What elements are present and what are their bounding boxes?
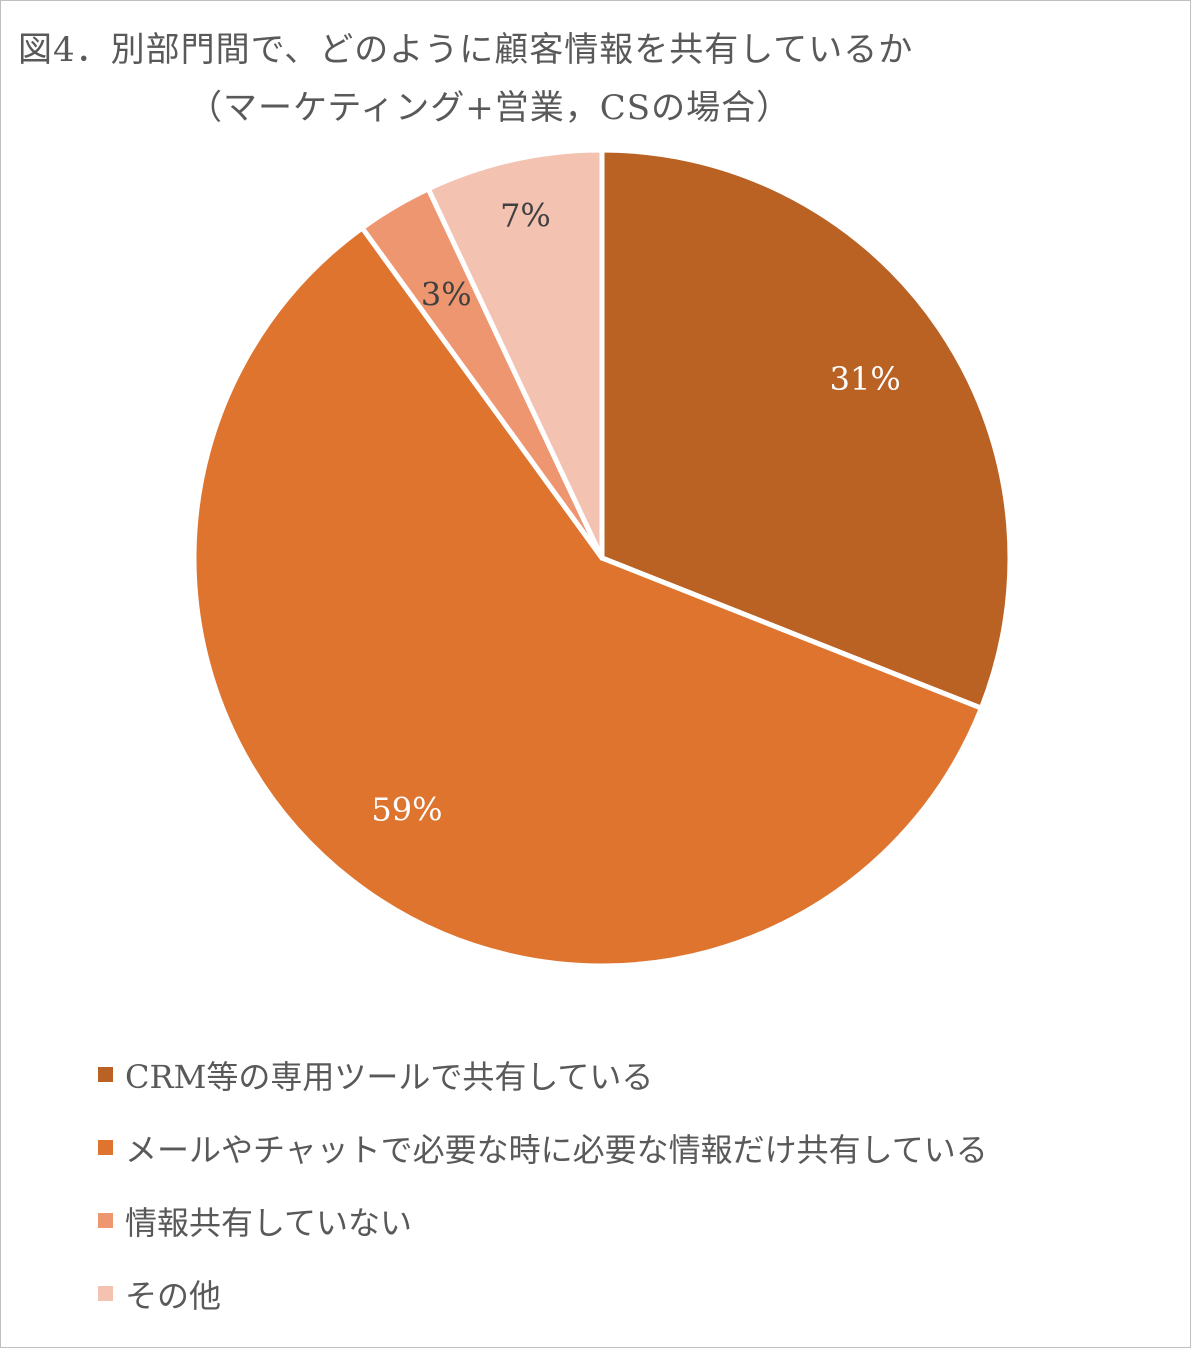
chart-subtitle: （マーケティング+営業，CSの場合） <box>188 88 792 128</box>
legend-swatch <box>98 1140 113 1155</box>
legend-item: CRM等の専用ツールで共有している <box>98 1038 988 1111</box>
chart-title: 図4．別部門間で、どのように顧客情報を共有しているか <box>18 30 914 70</box>
legend-label: その他 <box>125 1276 222 1315</box>
data-label: 59% <box>371 790 442 828</box>
legend-swatch <box>98 1286 113 1301</box>
data-label: 3% <box>421 276 472 314</box>
legend-swatch <box>98 1213 113 1228</box>
legend-label: CRM等の専用ツールで共有している <box>125 1057 654 1096</box>
data-label: 7% <box>500 197 551 235</box>
pie-slice <box>191 225 984 969</box>
legend-label: 情報共有していない <box>125 1203 413 1242</box>
pie-slice <box>599 147 1013 711</box>
data-label: 31% <box>830 360 901 398</box>
legend-swatch <box>98 1067 113 1082</box>
legend-label: メールやチャットで必要な時に必要な情報だけ共有している <box>125 1130 988 1169</box>
legend-item: 情報共有していない <box>98 1184 988 1257</box>
legend-item: メールやチャットで必要な時に必要な情報だけ共有している <box>98 1111 988 1184</box>
legend: CRM等の専用ツールで共有している メールやチャットで必要な時に必要な情報だけ共… <box>98 1038 988 1330</box>
legend-item: その他 <box>98 1257 988 1330</box>
pie-slice <box>425 147 605 561</box>
